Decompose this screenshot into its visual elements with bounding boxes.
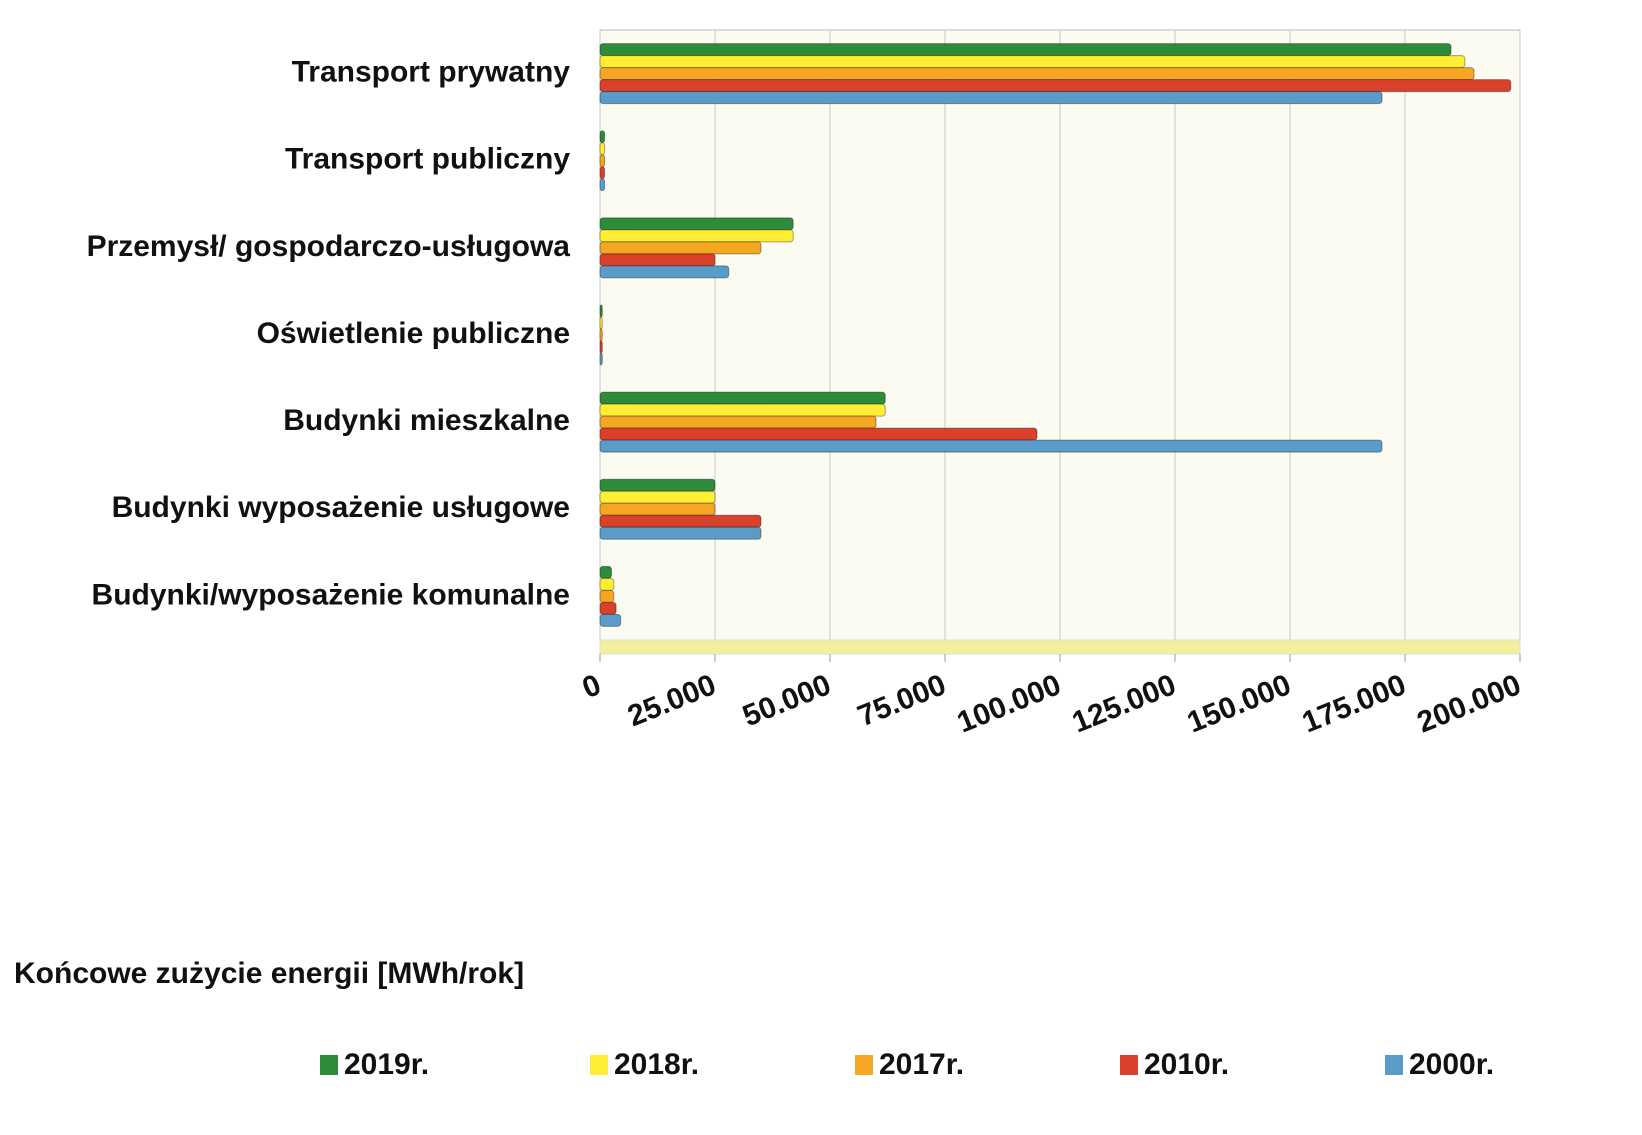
bar — [599, 91, 1383, 105]
bar — [599, 490, 716, 504]
legend-label: 2017r. — [879, 1048, 964, 1081]
x-tick-label: 75.000 — [853, 668, 950, 733]
legend-swatch — [855, 1055, 873, 1075]
x-tick-label: 100.000 — [953, 668, 1066, 739]
legend-label: 2018r. — [614, 1048, 699, 1081]
x-tick-label: 175.000 — [1298, 668, 1411, 739]
bar — [599, 154, 606, 168]
bar — [599, 178, 606, 192]
bar — [599, 391, 886, 405]
bar — [599, 427, 1038, 441]
legend-label: 2000r. — [1409, 1048, 1494, 1081]
bar — [599, 439, 1383, 453]
y-tick-label: Transport prywatny — [292, 55, 571, 88]
legend-swatch — [1120, 1055, 1138, 1075]
bar — [599, 514, 762, 528]
y-tick-label: Budynki mieszkalne — [283, 404, 570, 437]
bar — [599, 265, 730, 279]
bar — [599, 166, 606, 180]
bar — [599, 43, 1452, 57]
bar — [599, 565, 612, 579]
bar — [599, 241, 762, 255]
bar — [599, 589, 615, 603]
bar — [599, 304, 603, 318]
x-tick-label: 25.000 — [623, 668, 720, 733]
x-tick-label: 125.000 — [1068, 668, 1181, 739]
legend-label: 2019r. — [344, 1048, 429, 1081]
y-tick-label: Budynki/wyposażenie komunalne — [92, 578, 570, 611]
bar — [599, 130, 606, 144]
bar — [599, 328, 603, 342]
y-tick-label: Oświetlenie publiczne — [257, 317, 570, 350]
bar — [599, 316, 603, 330]
bar — [599, 67, 1475, 81]
bar — [599, 340, 603, 354]
bar — [599, 79, 1512, 93]
y-tick-label: Przemysł/ gospodarczo-usługowa — [87, 230, 571, 263]
x-axis-title: Końcowe zużycie energii [MWh/rok] — [14, 957, 524, 990]
x-tick-label: 200.000 — [1413, 668, 1526, 739]
legend-swatch — [1385, 1055, 1403, 1075]
bar — [599, 229, 794, 243]
bar — [599, 253, 716, 267]
legend-swatch — [320, 1055, 338, 1075]
legend-swatch — [590, 1055, 608, 1075]
bar — [599, 478, 716, 492]
bar — [599, 217, 794, 231]
bar — [599, 613, 622, 627]
y-tick-label: Transport publiczny — [285, 143, 570, 176]
x-tick-label: 150.000 — [1183, 668, 1296, 739]
bar — [599, 577, 615, 591]
bar — [599, 601, 617, 615]
x-tick-label: 50.000 — [738, 668, 835, 733]
bar — [599, 526, 762, 540]
x-tick-label: 0 — [578, 668, 606, 705]
bar — [599, 502, 716, 516]
bar — [599, 142, 606, 156]
bar — [599, 55, 1466, 69]
bar — [599, 403, 886, 417]
bar — [599, 415, 877, 429]
floor — [599, 639, 1521, 655]
legend-label: 2010r. — [1144, 1048, 1229, 1081]
y-tick-label: Budynki wyposażenie usługowe — [112, 491, 570, 524]
bar — [599, 352, 603, 366]
